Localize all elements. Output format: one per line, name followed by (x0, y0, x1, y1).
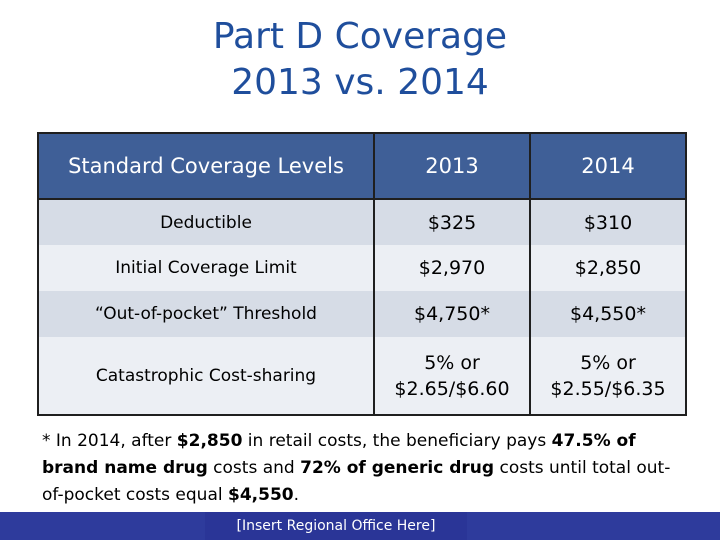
footnote-bold-1: $2,850 (176, 431, 243, 451)
footnote-text-3: costs and (207, 458, 301, 478)
footnote-bold-4: $4,550 (228, 485, 294, 505)
row-label-catastrophic: Catastrophic Cost-sharing (38, 337, 375, 415)
table-row: Deductible $325 $310 (38, 199, 686, 245)
table-row: Initial Coverage Limit $2,970 $2,850 (38, 245, 686, 291)
page-title: Part D Coverage 2013 vs. 2014 (0, 14, 720, 106)
cell-2013-line-1: 5% or (424, 351, 480, 374)
header-2013: 2013 (374, 133, 531, 200)
cell-2013: $325 (374, 199, 531, 245)
cell-2014: $2,850 (530, 245, 686, 291)
row-label-deductible: Deductible (38, 199, 375, 245)
footer-bar: [Inser t Info] [Insert Regional Office H… (0, 512, 720, 540)
title-line-2: 2013 vs. 2014 (231, 62, 489, 103)
table-row: Catastrophic Cost-sharing 5% or $2.65/$6… (38, 337, 686, 415)
header-2014: 2014 (530, 133, 686, 200)
cell-2014-line-1: 5% or (580, 351, 636, 374)
cell-2014: 5% or $2.55/$6.35 (530, 337, 686, 415)
footnote-text-2: in retail costs, the beneficiary pays (242, 431, 552, 451)
table-header-row: Standard Coverage Levels 2013 2014 (38, 133, 686, 200)
cell-2014: $310 (530, 199, 686, 245)
row-label-initial-coverage-limit: Initial Coverage Limit (38, 245, 375, 291)
footnote-text-1: * In 2014, after (42, 431, 177, 451)
cell-2013: 5% or $2.65/$6.60 (374, 337, 531, 415)
title-line-1: Part D Coverage (212, 16, 508, 57)
cell-2014: $4,550* (530, 291, 686, 337)
cell-2013: $2,970 (374, 245, 531, 291)
header-levels: Standard Coverage Levels (38, 133, 375, 200)
footnote-bold-3: 72% of generic drug (300, 458, 495, 478)
cell-2014-line-2: $2.55/$6.35 (550, 377, 666, 400)
coverage-table: Standard Coverage Levels 2013 2014 Deduc… (37, 132, 687, 416)
regional-office-label: [Insert Regional Office Here] (205, 512, 467, 540)
footnote-text-5: . (293, 485, 300, 505)
table-row: “Out-of-pocket” Threshold $4,750* $4,550… (38, 291, 686, 337)
row-label-oop-threshold: “Out-of-pocket” Threshold (38, 291, 375, 337)
cell-2013-line-2: $2.65/$6.60 (394, 377, 510, 400)
footnote: * In 2014, after $2,850 in retail costs,… (42, 428, 682, 509)
cell-2013: $4,750* (374, 291, 531, 337)
footnote-text-4: costs until total out-of-pocket costs eq… (42, 458, 671, 505)
footnote-bold-2: 47.5% of brand name drug (42, 431, 636, 478)
